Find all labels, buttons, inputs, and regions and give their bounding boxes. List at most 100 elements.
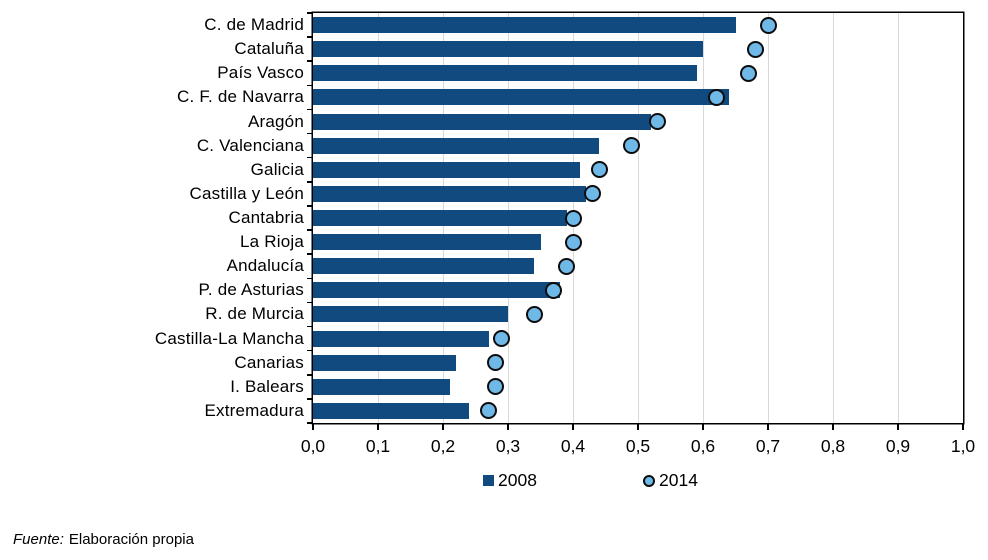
x-axis-tick — [507, 424, 509, 430]
bar-2008 — [313, 137, 599, 154]
bar-2008 — [313, 17, 736, 34]
dot-2014 — [746, 40, 764, 58]
category-labels: C. de Madrid Cataluña País Vasco C. F. de N… — [0, 13, 304, 423]
dot-2014 — [493, 330, 510, 348]
x-axis-tick-label: 0,3 — [495, 436, 521, 456]
dot-2014 — [480, 402, 497, 420]
y-axis-tick — [307, 36, 313, 38]
x-axis-tick-label: 0,5 — [625, 436, 651, 456]
dot-2014 — [558, 257, 575, 275]
x-axis-tick-label: 0,2 — [430, 436, 456, 456]
x-axis-tick-label: 0,1 — [365, 436, 391, 456]
x-axis-tick — [767, 424, 769, 430]
category-label: País Vasco — [217, 63, 304, 83]
category-label: P. de Asturias — [198, 280, 304, 300]
y-axis-tick — [307, 349, 313, 352]
y-axis-tick — [307, 181, 313, 183]
x-axis-tick-label: 0,9 — [885, 436, 911, 456]
source-label: Fuente: — [13, 531, 64, 548]
gridline — [898, 13, 899, 423]
bar-2008 — [313, 41, 703, 58]
gridline — [638, 13, 639, 423]
y-axis-tick — [307, 325, 313, 328]
dot-2014 — [564, 233, 582, 251]
y-axis-tick — [307, 108, 313, 111]
bar-2008 — [313, 306, 508, 323]
category-label: Galicia — [250, 159, 304, 179]
gridline — [833, 13, 834, 423]
y-axis-tick — [307, 422, 313, 424]
x-axis-ticks — [312, 424, 964, 430]
y-axis-tick — [307, 156, 313, 159]
category-label: C. de Madrid — [204, 15, 304, 35]
dot-2014 — [486, 378, 504, 396]
bar-2008 — [313, 161, 580, 178]
dot-2014 — [525, 305, 543, 323]
source-note: Fuente: Elaboración propia — [13, 531, 194, 548]
bar-2008 — [313, 185, 586, 202]
x-axis-tick — [897, 424, 899, 430]
bar-2008 — [313, 234, 541, 251]
y-axis-tick — [307, 205, 313, 207]
x-axis-tick — [962, 424, 964, 430]
dot-2014 — [740, 64, 757, 82]
x-axis-tick-label: 0,0 — [300, 436, 326, 456]
legend: 2008 2014 — [313, 470, 963, 496]
category-label: Extremadura — [204, 400, 304, 420]
bar-2008 — [313, 113, 651, 130]
y-axis-tick — [307, 12, 313, 14]
y-axis-tick — [307, 84, 313, 87]
x-axis-tick-label: 0,7 — [755, 436, 781, 456]
category-label: Castilla y León — [189, 183, 304, 203]
dot-2014 — [590, 161, 608, 179]
category-label: C. Valenciana — [196, 135, 304, 155]
x-axis-tick — [832, 424, 834, 430]
bar-2008 — [313, 65, 697, 82]
category-label: I. Balears — [230, 376, 304, 396]
category-label: Castilla-La Mancha — [154, 328, 304, 348]
bar-2008 — [313, 378, 450, 395]
category-label: R. de Murcia — [205, 304, 304, 324]
legend-item-2008: 2008 — [483, 470, 537, 491]
bar-2008 — [313, 210, 567, 226]
legend-square-icon — [483, 475, 494, 486]
y-axis-tick — [307, 253, 313, 255]
legend-circle-icon — [643, 474, 655, 487]
bar-2008 — [313, 282, 560, 299]
dot-2014 — [584, 185, 601, 203]
x-axis-tick-label: 0,8 — [820, 436, 846, 456]
category-label: Canarias — [234, 352, 304, 372]
bar-2008 — [313, 258, 534, 275]
x-axis-tick — [312, 424, 314, 430]
gridline — [703, 13, 704, 423]
dot-2014 — [623, 137, 640, 155]
x-axis-tick — [637, 424, 639, 430]
category-label: Aragón — [247, 111, 304, 131]
x-axis-tick — [442, 424, 444, 430]
dot-2014 — [545, 281, 562, 299]
legend-label-2014: 2014 — [659, 470, 698, 490]
category-label: La Rioja — [240, 232, 304, 252]
legend-label-2008: 2008 — [498, 470, 537, 490]
x-axis-tick — [702, 424, 704, 430]
y-axis-tick — [307, 301, 313, 304]
category-label: Cantabria — [228, 207, 304, 227]
y-axis-tick — [307, 398, 313, 400]
y-axis-tick — [307, 277, 313, 280]
y-axis-ticks — [307, 12, 313, 424]
legend-item-2014: 2014 — [643, 470, 698, 491]
x-axis-tick-label: 0,6 — [690, 436, 716, 456]
bar-2008 — [313, 330, 489, 347]
y-axis-tick — [307, 60, 313, 62]
dot-2014 — [486, 354, 504, 372]
bar-2008 — [313, 354, 456, 371]
dot-2014 — [564, 209, 582, 227]
y-axis-tick — [307, 229, 313, 231]
x-axis-tick-label: 1,0 — [950, 436, 976, 456]
dot-2014 — [707, 88, 725, 106]
gridline — [768, 13, 769, 423]
x-axis-tick — [572, 424, 574, 430]
plot-area — [313, 13, 963, 423]
category-label: C. F. de Navarra — [177, 87, 304, 107]
